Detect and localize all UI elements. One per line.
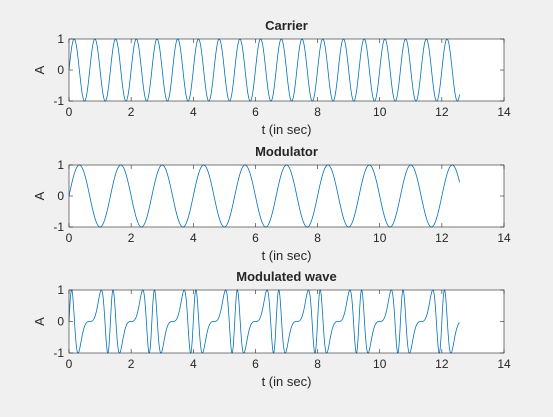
x-tick-label: 4 — [190, 231, 197, 245]
x-tick-label: 2 — [128, 357, 135, 371]
y-tick-label: 1 — [57, 283, 64, 297]
series-line — [68, 38, 460, 102]
y-axis-label: A — [32, 65, 47, 74]
x-tick-label: 14 — [497, 357, 511, 371]
y-axis-label: A — [32, 317, 47, 326]
x-tick-label: 12 — [435, 231, 449, 245]
x-tick-label: 0 — [66, 105, 73, 119]
x-axis-label: t (in sec) — [262, 374, 312, 389]
x-tick-label: 14 — [497, 231, 511, 245]
y-tick-label: -1 — [53, 220, 64, 234]
y-axis-label: A — [32, 191, 47, 200]
series-line — [68, 164, 460, 228]
y-tick-label: 1 — [57, 32, 64, 46]
x-axis-label: t (in sec) — [262, 248, 312, 263]
y-tick-label: 0 — [57, 63, 64, 77]
chart-title: Carrier — [265, 18, 308, 33]
x-tick-label: 0 — [66, 357, 73, 371]
x-tick-label: 8 — [314, 105, 321, 119]
x-tick-label: 12 — [435, 357, 449, 371]
x-tick-label: 10 — [373, 231, 387, 245]
x-axis-label: t (in sec) — [262, 122, 312, 137]
plot-area — [69, 165, 504, 227]
y-tick-label: 0 — [57, 189, 64, 203]
x-tick-label: 12 — [435, 105, 449, 119]
x-tick-label: 4 — [190, 357, 197, 371]
x-tick-label: 8 — [314, 231, 321, 245]
x-tick-label: 8 — [314, 357, 321, 371]
y-tick-label: 0 — [57, 315, 64, 329]
x-tick-label: 4 — [190, 105, 197, 119]
y-tick-label: -1 — [53, 346, 64, 360]
series-line — [68, 289, 460, 354]
x-tick-label: 10 — [373, 105, 387, 119]
chart-title: Modulator — [255, 144, 318, 159]
x-tick-label: 10 — [373, 357, 387, 371]
x-tick-label: 6 — [252, 105, 259, 119]
chart-title: Modulated wave — [236, 269, 336, 284]
x-tick-label: 6 — [252, 357, 259, 371]
y-tick-label: 1 — [57, 158, 64, 172]
y-tick-label: -1 — [53, 94, 64, 108]
x-tick-label: 6 — [252, 231, 259, 245]
x-tick-label: 2 — [128, 231, 135, 245]
plot-area — [69, 290, 504, 353]
x-tick-label: 2 — [128, 105, 135, 119]
x-tick-label: 14 — [497, 105, 511, 119]
x-tick-label: 0 — [66, 231, 73, 245]
